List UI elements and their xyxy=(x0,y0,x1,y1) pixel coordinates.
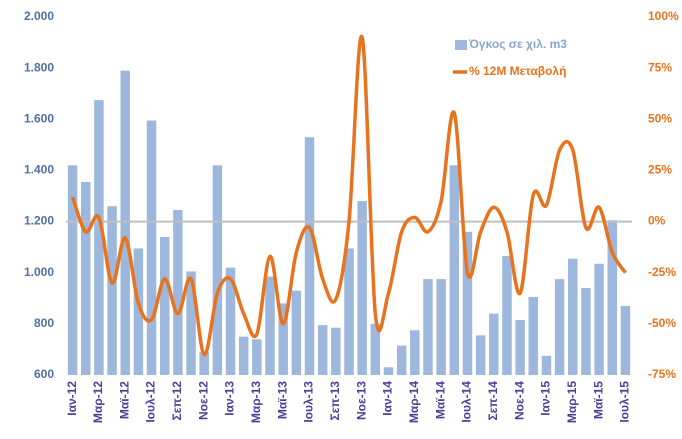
x-tick-label: Μαϊ-13 xyxy=(275,381,289,419)
x-tick-label: Ιαν-15 xyxy=(539,381,553,416)
x-tick-label: Σεπ-12 xyxy=(170,381,184,421)
y2-tick-label: -75% xyxy=(648,367,676,381)
bar xyxy=(317,325,328,375)
bar xyxy=(357,201,367,375)
bar xyxy=(199,351,209,375)
bar xyxy=(396,345,407,375)
y-tick-label: 2.000 xyxy=(24,9,54,23)
bar xyxy=(594,263,604,375)
bar xyxy=(423,279,433,375)
bar xyxy=(186,271,196,375)
x-tick-label: Νοε-14 xyxy=(512,381,526,420)
bar xyxy=(238,336,249,375)
bar xyxy=(291,290,302,375)
bar xyxy=(212,165,223,375)
y2-tick-label: 50% xyxy=(648,111,672,125)
bar xyxy=(133,248,144,375)
bar xyxy=(252,339,262,375)
y-tick-label: 800 xyxy=(34,316,54,330)
y2-tick-label: 25% xyxy=(648,163,672,177)
x-tick-label: Μαρ-14 xyxy=(407,381,421,423)
bar xyxy=(410,330,420,375)
bar xyxy=(304,137,315,375)
bar xyxy=(436,279,446,375)
x-tick-label: Σεπ-14 xyxy=(486,381,500,421)
y-tick-label: 1.800 xyxy=(24,60,54,74)
legend-swatch xyxy=(455,40,467,50)
bar xyxy=(502,256,512,375)
bar xyxy=(541,355,552,375)
bar xyxy=(265,276,275,375)
bar xyxy=(370,323,381,375)
x-tick-label: Μαϊ-14 xyxy=(433,381,447,419)
bar xyxy=(67,165,78,375)
x-tick-label: Σεπ-13 xyxy=(328,381,342,421)
bar xyxy=(449,165,460,375)
y2-tick-label: 100% xyxy=(648,9,679,23)
bar xyxy=(94,100,104,375)
x-tick-label: Ιουλ-15 xyxy=(618,381,632,423)
y-tick-label: 600 xyxy=(34,367,54,381)
x-tick-label: Νοε-12 xyxy=(196,381,210,420)
x-tick-label: Μαρ-15 xyxy=(565,381,579,423)
y2-tick-label: 0% xyxy=(648,214,666,228)
x-tick-label: Μαϊ-15 xyxy=(591,381,605,419)
y2-tick-label: -50% xyxy=(648,316,676,330)
bar xyxy=(554,279,565,375)
bar xyxy=(607,220,617,375)
y-tick-label: 1.000 xyxy=(24,265,54,279)
bar xyxy=(120,70,130,375)
x-tick-label: Ιουλ-12 xyxy=(144,381,158,423)
legend-label: Όγκος σε χιλ. m3 xyxy=(468,37,567,51)
y2-tick-label: -25% xyxy=(648,265,676,279)
bar xyxy=(81,181,91,375)
bar xyxy=(278,303,288,375)
bar xyxy=(107,206,117,375)
x-tick-label: Ιαν-14 xyxy=(381,381,395,416)
x-tick-label: Ιαν-12 xyxy=(65,381,79,416)
bar xyxy=(344,248,354,375)
bar xyxy=(383,367,394,375)
bar xyxy=(568,258,578,375)
bar xyxy=(581,288,591,375)
x-tick-label: Ιουλ-13 xyxy=(302,381,316,423)
bar xyxy=(331,327,341,375)
bar xyxy=(620,305,631,375)
y-tick-label: 1.600 xyxy=(24,111,54,125)
bar xyxy=(146,120,157,375)
bar xyxy=(225,267,236,375)
legend-label: % 12Μ Μεταβολή xyxy=(469,64,566,78)
y-tick-label: 1.200 xyxy=(24,214,54,228)
bar xyxy=(475,335,486,375)
x-tick-label: Μαϊ-12 xyxy=(117,381,131,419)
x-tick-label: Νοε-13 xyxy=(354,381,368,420)
bar xyxy=(528,297,539,375)
bar xyxy=(515,320,525,375)
bar xyxy=(489,313,499,375)
line xyxy=(70,34,627,357)
x-tick-label: Ιουλ-14 xyxy=(460,381,474,423)
bar xyxy=(173,210,183,375)
bar xyxy=(159,236,170,375)
bar xyxy=(462,231,473,375)
x-tick-label: Μαρ-13 xyxy=(249,381,263,423)
x-tick-label: Ιαν-13 xyxy=(223,381,237,416)
x-tick-label: Μαρ-12 xyxy=(91,381,105,423)
y2-tick-label: 75% xyxy=(648,60,672,74)
y-tick-label: 1.400 xyxy=(24,163,54,177)
